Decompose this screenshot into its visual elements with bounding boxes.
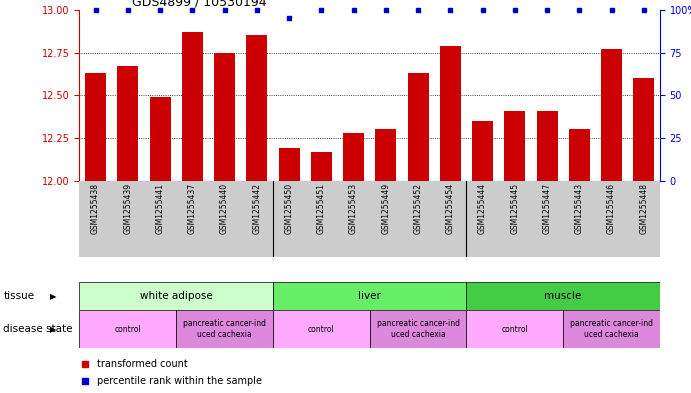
Text: control: control xyxy=(115,325,141,334)
Bar xyxy=(117,66,138,181)
Text: GSM1255451: GSM1255451 xyxy=(316,183,326,234)
Bar xyxy=(633,78,654,181)
Text: GSM1255452: GSM1255452 xyxy=(413,183,423,234)
Point xyxy=(316,7,327,13)
Text: GDS4899 / 10530194: GDS4899 / 10530194 xyxy=(132,0,266,9)
Text: GSM1255445: GSM1255445 xyxy=(510,183,520,234)
Text: GSM1255443: GSM1255443 xyxy=(575,183,584,234)
Bar xyxy=(439,46,461,181)
Bar xyxy=(85,73,106,181)
Bar xyxy=(536,111,558,181)
Point xyxy=(79,378,91,384)
Bar xyxy=(246,35,267,181)
Bar xyxy=(273,282,466,310)
Bar xyxy=(466,310,563,348)
Text: pancreatic cancer-ind
uced cachexia: pancreatic cancer-ind uced cachexia xyxy=(570,320,653,339)
Text: GSM1255437: GSM1255437 xyxy=(188,183,197,234)
Bar xyxy=(472,121,493,181)
Bar xyxy=(601,49,622,181)
Text: muscle: muscle xyxy=(545,291,582,301)
Text: tissue: tissue xyxy=(3,291,35,301)
Bar xyxy=(214,53,235,181)
Bar xyxy=(278,148,299,181)
Point xyxy=(219,7,230,13)
Point xyxy=(509,7,520,13)
Point xyxy=(283,15,294,22)
Text: GSM1255454: GSM1255454 xyxy=(446,183,455,234)
Bar xyxy=(343,133,364,181)
Text: GSM1255444: GSM1255444 xyxy=(478,183,487,234)
Point xyxy=(574,7,585,13)
Text: GSM1255441: GSM1255441 xyxy=(155,183,164,234)
Point xyxy=(155,7,166,13)
Text: GSM1255446: GSM1255446 xyxy=(607,183,616,234)
Text: GSM1255449: GSM1255449 xyxy=(381,183,390,234)
Text: liver: liver xyxy=(358,291,381,301)
Point xyxy=(413,7,424,13)
Point xyxy=(348,7,359,13)
Bar xyxy=(504,111,525,181)
Text: white adipose: white adipose xyxy=(140,291,213,301)
Text: control: control xyxy=(502,325,528,334)
Bar xyxy=(408,73,428,181)
Text: GSM1255438: GSM1255438 xyxy=(91,183,100,234)
Point xyxy=(477,7,488,13)
Text: transformed count: transformed count xyxy=(97,358,188,369)
Bar xyxy=(563,310,660,348)
Point xyxy=(252,7,263,13)
Text: ▶: ▶ xyxy=(50,292,56,301)
Text: disease state: disease state xyxy=(3,324,73,334)
Point xyxy=(542,7,553,13)
Point xyxy=(606,7,617,13)
Text: GSM1255450: GSM1255450 xyxy=(285,183,294,234)
Bar xyxy=(273,310,370,348)
Text: control: control xyxy=(308,325,334,334)
Bar xyxy=(79,310,176,348)
Text: pancreatic cancer-ind
uced cachexia: pancreatic cancer-ind uced cachexia xyxy=(377,320,460,339)
Bar xyxy=(375,129,396,181)
Text: pancreatic cancer-ind
uced cachexia: pancreatic cancer-ind uced cachexia xyxy=(183,320,266,339)
Point xyxy=(638,7,650,13)
Text: GSM1255448: GSM1255448 xyxy=(639,183,648,234)
Point xyxy=(79,360,91,367)
Text: GSM1255439: GSM1255439 xyxy=(123,183,133,234)
Point xyxy=(380,7,391,13)
Point xyxy=(445,7,456,13)
Bar xyxy=(311,152,332,181)
Text: GSM1255440: GSM1255440 xyxy=(220,183,229,234)
Text: percentile rank within the sample: percentile rank within the sample xyxy=(97,376,262,386)
Point xyxy=(90,7,101,13)
Bar xyxy=(79,282,273,310)
Bar xyxy=(569,129,589,181)
Bar xyxy=(466,282,660,310)
Bar xyxy=(176,310,273,348)
Bar xyxy=(149,97,171,181)
Text: GSM1255453: GSM1255453 xyxy=(349,183,358,234)
Bar xyxy=(370,310,466,348)
Point xyxy=(122,7,133,13)
Point xyxy=(187,7,198,13)
Text: GSM1255442: GSM1255442 xyxy=(252,183,261,234)
Text: GSM1255447: GSM1255447 xyxy=(542,183,551,234)
Text: ▶: ▶ xyxy=(50,325,56,334)
Bar xyxy=(182,32,202,181)
